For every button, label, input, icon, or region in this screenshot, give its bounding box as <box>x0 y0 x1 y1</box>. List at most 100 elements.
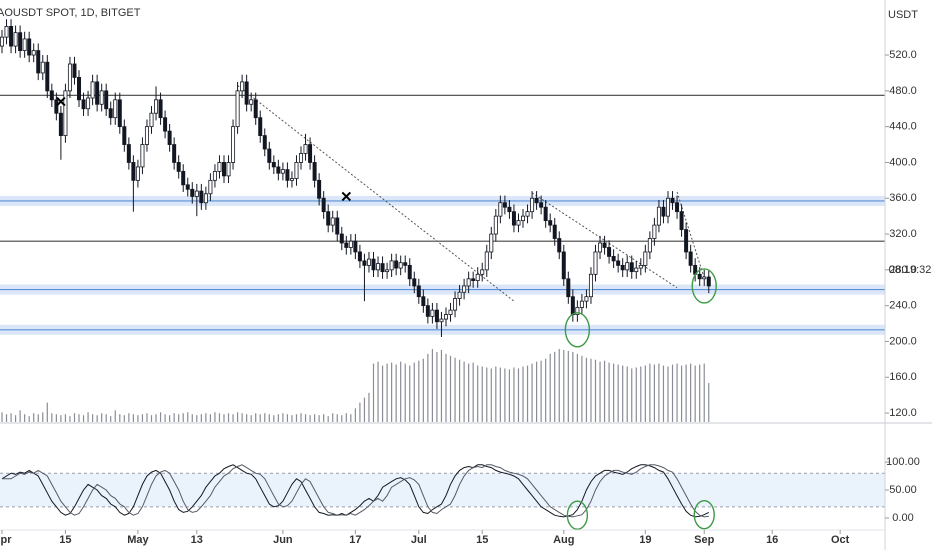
candle-body <box>425 305 430 317</box>
y-tick-label: 320.0 <box>889 228 917 240</box>
candle-body <box>511 211 516 226</box>
volume-bar <box>440 349 443 422</box>
volume-bar <box>268 414 270 422</box>
volume-bar <box>617 364 619 422</box>
volume-bar <box>667 366 669 422</box>
volume-bar <box>110 416 112 422</box>
candle-body <box>647 238 652 253</box>
y-tick-label: 240.0 <box>889 300 917 312</box>
candle-body <box>507 206 512 213</box>
volume-bar <box>42 412 44 422</box>
candle-body <box>212 170 217 181</box>
volume-bar <box>490 368 492 422</box>
candle-body <box>99 90 104 105</box>
candle-body <box>675 202 680 213</box>
candle-body <box>457 291 462 299</box>
volume-bar <box>531 363 533 422</box>
volume-bar <box>46 402 48 422</box>
volume-bar <box>594 359 597 422</box>
volume-bar <box>205 413 207 422</box>
candle-body <box>670 197 675 204</box>
candle-body <box>294 162 299 179</box>
highlight-circle <box>564 312 591 348</box>
volume-bar <box>309 415 311 422</box>
y-tick-label: 440.0 <box>889 121 917 133</box>
volume-bar <box>486 367 488 422</box>
volume-bar <box>567 350 569 422</box>
candle-body <box>498 202 503 217</box>
volume-bar <box>513 367 515 422</box>
candle-body <box>598 242 603 253</box>
volume-bar <box>690 363 692 422</box>
oscillator-pane <box>0 464 885 530</box>
volume-bar <box>517 368 520 422</box>
volume-bar <box>613 363 615 422</box>
x-tick-label: 17 <box>349 534 361 546</box>
candle-body <box>285 169 290 181</box>
volume-bar <box>19 410 21 422</box>
candle-body <box>702 276 707 280</box>
volume-bar <box>694 365 696 422</box>
x-tick-label: Aug <box>553 534 574 546</box>
volume-bar <box>458 359 461 422</box>
volume-bar <box>327 416 329 422</box>
candle-body <box>163 117 168 132</box>
candle-body <box>412 278 417 287</box>
volume-bar <box>431 349 433 422</box>
osc-y-tick-label: 100.00 <box>886 456 920 468</box>
x-tick-label: 16 <box>766 534 778 546</box>
volume-bar <box>246 414 248 422</box>
candle-body <box>185 184 190 190</box>
volume-bar <box>96 415 98 422</box>
volume-bar <box>273 415 275 422</box>
volume-bar <box>318 415 320 422</box>
volume-bar <box>676 363 678 422</box>
candle-body <box>561 251 566 280</box>
candle-body <box>321 197 326 213</box>
volume-bar <box>64 414 67 422</box>
volume-bar <box>590 358 592 422</box>
volume-bar <box>196 415 198 422</box>
candle-body <box>366 258 371 266</box>
x-tick-label: 15 <box>476 534 488 546</box>
volume-bar <box>259 414 261 422</box>
candle-body <box>154 99 159 114</box>
y-tick-label: 160.0 <box>889 371 917 383</box>
volume-bar <box>345 413 347 422</box>
volume-bar <box>14 415 17 422</box>
candle-body <box>625 262 630 271</box>
volume-bar <box>51 413 53 422</box>
volume-bar <box>522 366 524 422</box>
volume-bar <box>60 415 62 422</box>
volume-bar <box>1 412 3 422</box>
volume-bar <box>572 351 574 422</box>
candle-body <box>108 108 113 119</box>
volume-bar <box>341 415 343 422</box>
volume-bar <box>295 414 298 422</box>
x-tick-label: Jun <box>273 534 293 546</box>
osc-line <box>2 464 709 518</box>
x-tick-label: Jul <box>411 534 427 546</box>
volume-bar <box>92 414 94 422</box>
candle-body <box>217 162 222 172</box>
candle-body <box>443 314 448 320</box>
volume-bar <box>314 414 316 422</box>
candle-body <box>530 197 535 213</box>
candle-body <box>629 262 634 273</box>
osc-highlight-circle <box>693 499 715 530</box>
x-marker <box>56 96 66 107</box>
candle-body <box>326 211 331 226</box>
volume-bar <box>680 365 683 422</box>
candle-body <box>380 263 385 273</box>
candle-body <box>570 296 575 315</box>
candle-body <box>616 260 621 266</box>
volume-bar <box>24 414 26 422</box>
volume-bar <box>105 414 107 422</box>
volume-bar <box>671 364 674 422</box>
volume-bar <box>540 360 542 422</box>
volume-bar <box>404 363 406 422</box>
volume-bar <box>187 412 189 422</box>
candle-body <box>471 278 476 281</box>
candle-body <box>475 273 480 281</box>
